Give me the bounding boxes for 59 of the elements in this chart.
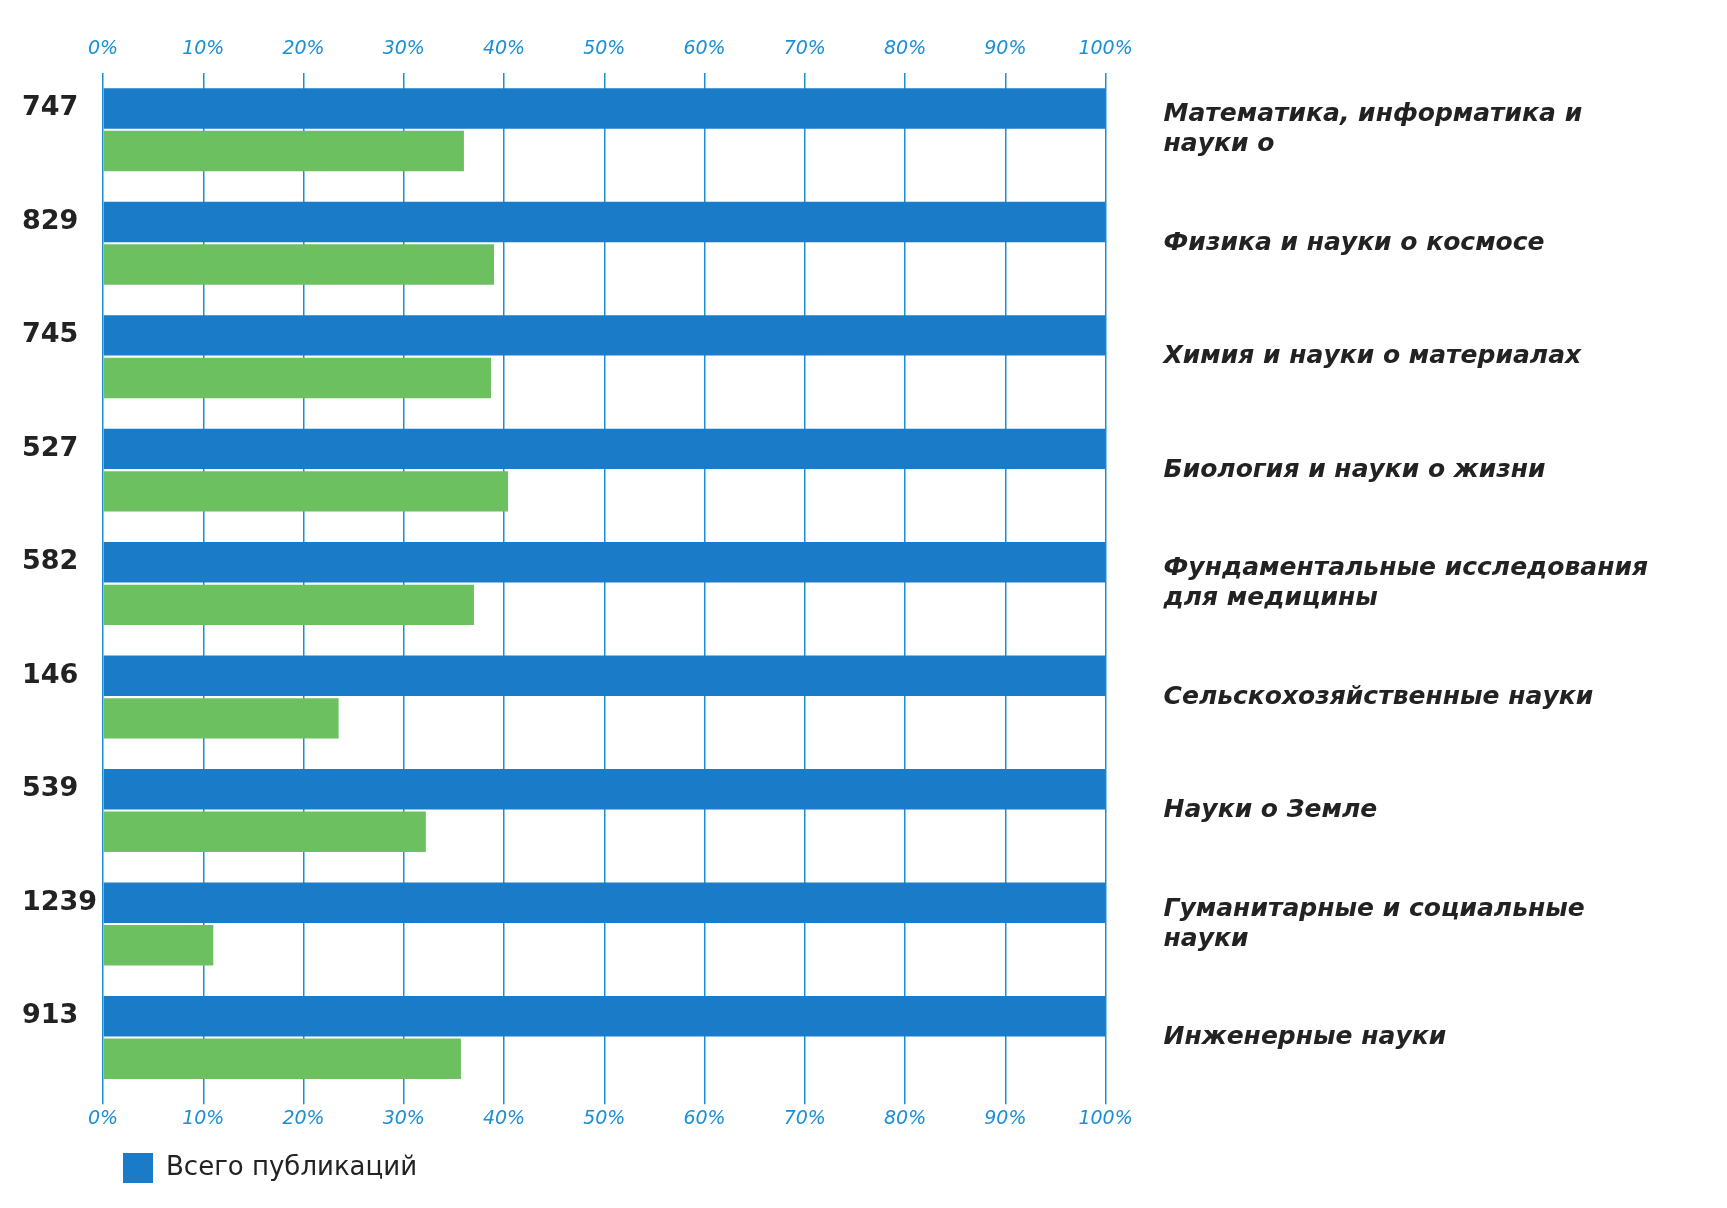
x2-tick-label: 50% <box>583 35 626 58</box>
text: 582 <box>22 544 79 576</box>
x-tick-label: 20% <box>282 1105 325 1128</box>
y-tick-label: Науки о Земле <box>1163 794 1378 824</box>
x-tick-label: 30% <box>382 1105 425 1128</box>
text: 146 <box>22 657 79 689</box>
bar <box>103 995 1106 1037</box>
x-tick-label: 100% <box>1078 1105 1133 1128</box>
text: 1239 <box>22 884 98 916</box>
legend-label: Всего публикаций <box>166 1150 418 1181</box>
x2-tick-label: 10% <box>182 35 225 58</box>
text: 539 <box>22 771 79 803</box>
y-tick-label: Физика и науки о космосе <box>1163 226 1545 256</box>
bar <box>103 542 1106 583</box>
x2-tick-label: 0% <box>87 35 119 58</box>
x-tick-label: 90% <box>984 1105 1027 1128</box>
x2-tick-label: 100% <box>1078 35 1133 58</box>
bar <box>103 130 464 172</box>
x-tick-label: 10% <box>182 1105 225 1128</box>
x2-tick-label: 20% <box>282 35 325 58</box>
x2-tick-label: 30% <box>382 35 425 58</box>
bar <box>103 315 1106 356</box>
bar <box>103 201 1106 243</box>
y-tick-label: Сельскохозяйственные науки <box>1163 680 1594 710</box>
y-tick-label: Математика, информатика и науки о <box>1163 98 1583 158</box>
bar <box>103 428 1106 470</box>
bar <box>103 357 491 399</box>
bar <box>103 769 1106 810</box>
x2-tick-label: 70% <box>783 35 826 58</box>
bar <box>103 1038 461 1079</box>
bar <box>103 698 339 739</box>
bar <box>103 88 1106 129</box>
bar <box>103 584 474 626</box>
text: 913 <box>22 998 79 1030</box>
bar <box>103 925 214 966</box>
text: 745 <box>22 317 79 349</box>
x2-tick-label: 60% <box>683 35 726 58</box>
x2-tick-label: 90% <box>984 35 1027 58</box>
x-tick-label: 60% <box>683 1105 726 1128</box>
x2-tick-label: 40% <box>482 35 526 58</box>
bar <box>103 471 509 512</box>
y-tick-label: Фундаментальные исследования для медицины <box>1162 552 1649 612</box>
y-tick-label: Инженерные науки <box>1163 1020 1447 1050</box>
x2-tick-label: 80% <box>883 35 927 58</box>
text: 527 <box>22 430 79 462</box>
x-tick-label: 50% <box>583 1105 626 1128</box>
y-tick-label: Биология и науки о жизни <box>1163 453 1546 483</box>
y-tick-label: Химия и науки о материалах <box>1161 340 1583 370</box>
text: 829 <box>22 203 79 235</box>
x-tick-label: 70% <box>783 1105 826 1128</box>
x-tick-label: 40% <box>482 1105 526 1128</box>
bar <box>103 655 1106 696</box>
bar <box>103 882 1106 923</box>
x-tick-label: 80% <box>883 1105 927 1128</box>
bar <box>103 244 495 285</box>
y-tick-label: Гуманитарные и социальные науки <box>1163 892 1585 952</box>
text: 747 <box>22 90 79 122</box>
x-tick-label: 0% <box>87 1105 119 1128</box>
bar <box>103 811 426 853</box>
